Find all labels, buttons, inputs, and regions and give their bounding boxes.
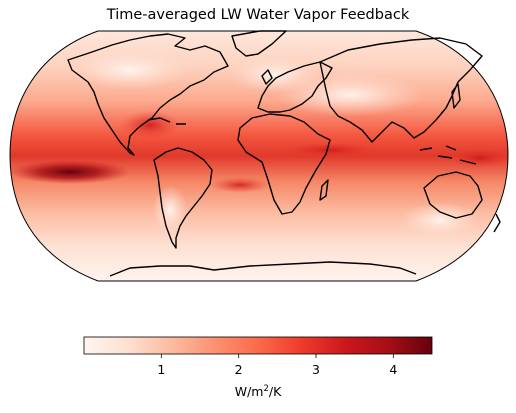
antarctica-outline bbox=[109, 261, 417, 277]
madagascar-outline bbox=[319, 179, 329, 201]
south-america-outline bbox=[153, 147, 213, 249]
japan-outline bbox=[451, 83, 461, 109]
globe-outline bbox=[9, 30, 509, 282]
australia-outline bbox=[423, 171, 483, 219]
colorbar-tick-label: 3 bbox=[312, 362, 320, 377]
new-zealand-outline bbox=[493, 213, 501, 233]
europe-outline bbox=[257, 61, 333, 113]
colorbar-tick-label: 4 bbox=[389, 362, 398, 377]
colorbar-label-suffix: /K bbox=[268, 384, 282, 400]
map-title: Time-averaged LW Water Vapor Feedback bbox=[106, 7, 410, 23]
caribbean-outline bbox=[147, 117, 186, 125]
asia-outline bbox=[319, 37, 483, 143]
coastlines bbox=[67, 30, 501, 277]
north-america-outline bbox=[67, 33, 229, 156]
colorbar-ticks bbox=[160, 354, 394, 358]
colorbar-label: W/m2/K bbox=[0, 384, 516, 399]
colorbar-tick-label: 2 bbox=[234, 362, 243, 377]
indonesia-outline bbox=[419, 145, 477, 165]
colorbar bbox=[83, 336, 433, 355]
colorbar-label-prefix: W/m bbox=[234, 384, 264, 400]
uk-outline bbox=[261, 69, 273, 85]
africa-outline bbox=[237, 113, 331, 215]
colorbar-tick-label: 1 bbox=[157, 362, 166, 377]
feedback-field bbox=[10, 31, 508, 281]
colorbar-label-exponent: 2 bbox=[263, 384, 269, 394]
